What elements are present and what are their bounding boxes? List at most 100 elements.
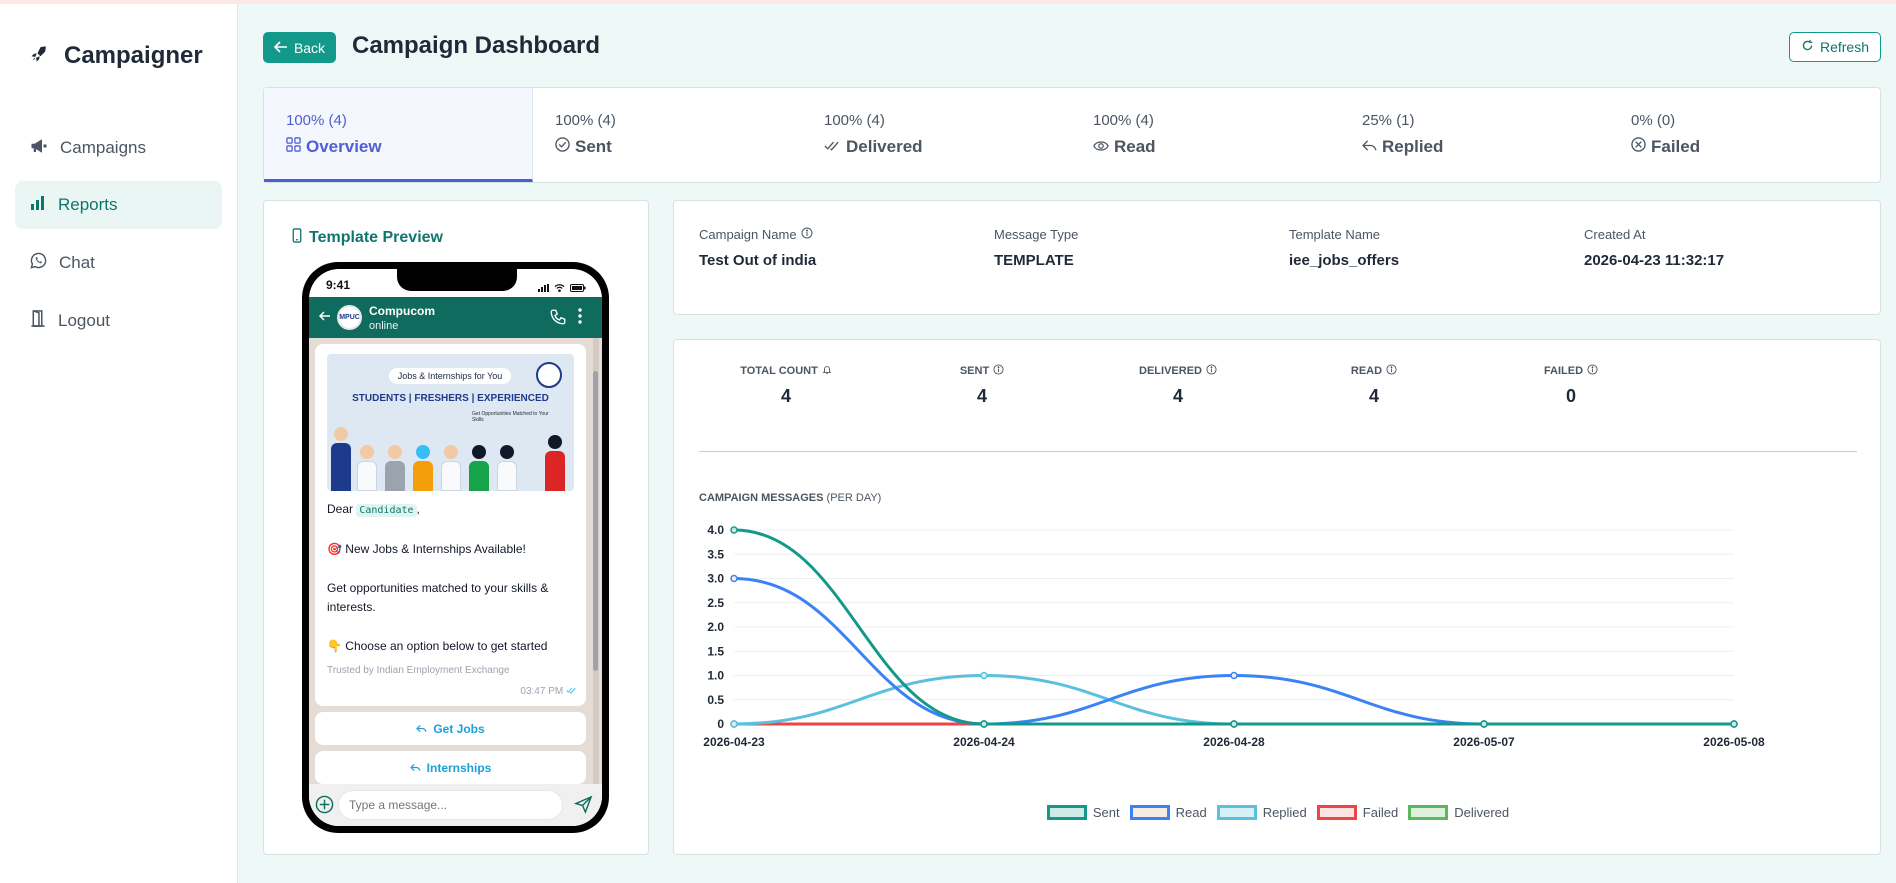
double-check-icon [566,686,576,697]
stat-value: 4 [976,386,987,406]
sidebar-item-reports[interactable]: Reports [15,181,222,229]
legend-swatch [1408,805,1449,820]
legend-item-failed[interactable]: Failed [1316,805,1399,820]
greeting-end: , [416,502,420,516]
info-icon[interactable] [1386,364,1397,378]
rocket-icon [30,45,48,68]
y-tick-label: 1.0 [707,669,724,683]
quick-reply-label: Get Jobs [433,721,485,736]
legend-label: Sent [1092,805,1120,820]
tab-overview[interactable]: 100% (4) Overview [264,88,533,182]
x-tick-label: 2026-04-28 [1203,735,1265,749]
stat-label: DELIVERED [1139,365,1202,377]
data-point-replied [730,720,738,728]
person-illustration [441,445,461,491]
y-tick-label: 0 [717,717,724,731]
legend-item-delivered[interactable]: Delivered [1408,805,1509,820]
stat-value: 4 [1172,386,1183,406]
message-line: Get opportunities matched to your skills… [327,581,549,614]
sidebar-item-chat[interactable]: Chat [15,239,222,287]
tab-label: Read [1114,137,1156,156]
stat-delivered: DELIVERED 4 [1118,364,1238,407]
y-tick-label: 4.0 [707,523,724,537]
template-variable-chip: Candidate [356,504,417,517]
sidebar-item-label: Campaigns [60,138,146,157]
template-preview-card: Template Preview 9:41 MPUC Compucom onli… [263,200,649,855]
greeting-text: Dear [327,502,357,516]
y-tick-label: 2.5 [707,596,724,610]
double-check-icon [824,137,841,157]
info-message-type: Message Type TEMPLATE [994,227,1078,269]
info-icon[interactable] [1206,364,1217,378]
back-button[interactable]: Back [263,32,336,63]
refresh-button[interactable]: Refresh [1789,32,1881,62]
message-input[interactable] [338,790,563,820]
chat-scroll-thumb[interactable] [593,371,598,671]
template-preview-title: Template Preview [309,229,443,246]
legend-swatch [1046,805,1087,820]
legend-label: Delivered [1454,805,1510,820]
info-value: TEMPLATE [994,252,1074,269]
quick-reply-get-jobs-button[interactable]: Get Jobs [315,712,586,745]
tab-label: Sent [575,137,612,156]
quick-reply-internships-button[interactable]: Internships [315,751,586,784]
legend-label: Read [1175,805,1207,820]
stat-total-count: TOTAL COUNT 4 [726,364,846,407]
tab-replied[interactable]: 25% (1) Replied [1340,88,1609,182]
message-timestamp: 03:47 PM [520,686,576,697]
stat-sent: SENT 4 [922,364,1042,407]
brand[interactable]: Campaigner [30,42,203,70]
door-icon [30,310,46,332]
stat-value: 4 [780,386,791,406]
reply-icon [416,722,427,736]
tab-failed[interactable]: 0% (0) Failed [1609,88,1878,182]
legend-label: Failed [1362,805,1399,820]
y-tick-label: 1.5 [707,644,724,658]
banner-headline: STUDENTS | FRESHERS | EXPERIENCED [352,393,549,404]
tab-percentage: 100% (4) [824,112,885,129]
info-value: 2026-04-23 11:32:17 [1584,252,1725,269]
tab-sent[interactable]: 100% (4) Sent [533,88,802,182]
legend-swatch [1316,805,1357,820]
reply-icon [1362,137,1377,157]
phone-call-icon[interactable] [549,308,567,331]
info-created-at: Created At 2026-04-23 11:32:17 [1584,227,1724,269]
page-title: Campaign Dashboard [352,32,601,59]
info-value: iee_jobs_offers [1289,252,1400,269]
status-tabs: 100% (4) Overview 100% (4) Sent 100% (4)… [263,87,1881,183]
legend-swatch [1216,805,1257,820]
send-icon[interactable] [573,795,593,819]
message-bubble: Jobs & Internships for You STUDENTS | FR… [315,344,586,706]
tab-label: Delivered [846,137,923,156]
stat-label: SENT [959,365,990,377]
info-icon[interactable] [801,227,813,242]
reply-icon [409,761,421,775]
chat-contact-status: online [369,320,399,332]
data-point-read [730,574,738,583]
y-tick-label: 2.0 [707,620,724,634]
info-icon[interactable] [1587,364,1598,378]
legend-item-replied[interactable]: Replied [1216,805,1307,820]
tab-delivered[interactable]: 100% (4) Delivered [802,88,1071,182]
tab-percentage: 100% (4) [286,112,347,129]
chart-legend: Sent Read Replied Failed Delivered [674,805,1882,820]
info-campaign-name: Campaign Name Test Out of india [699,227,816,269]
plus-circle-icon[interactable] [315,795,334,819]
tab-read[interactable]: 100% (4) Read [1071,88,1340,182]
grid-icon [286,137,301,157]
info-icon[interactable] [993,364,1004,378]
info-template-name: Template Name iee_jobs_offers [1289,227,1399,269]
more-vertical-icon[interactable] [578,308,582,329]
sidebar-item-campaigns[interactable]: Campaigns [15,124,222,172]
legend-item-sent[interactable]: Sent [1046,805,1120,820]
arrow-left-icon[interactable] [318,308,331,326]
avatar: MPUC [337,305,362,330]
y-tick-label: 3.5 [707,547,724,561]
sidebar-item-logout[interactable]: Logout [15,297,222,345]
bar-chart-icon [30,195,46,216]
legend-item-read[interactable]: Read [1129,805,1207,820]
mobile-phone-icon [292,228,302,248]
series-line-sent [733,528,1734,726]
tab-percentage: 100% (4) [555,112,616,129]
wifi-icon [554,279,565,297]
